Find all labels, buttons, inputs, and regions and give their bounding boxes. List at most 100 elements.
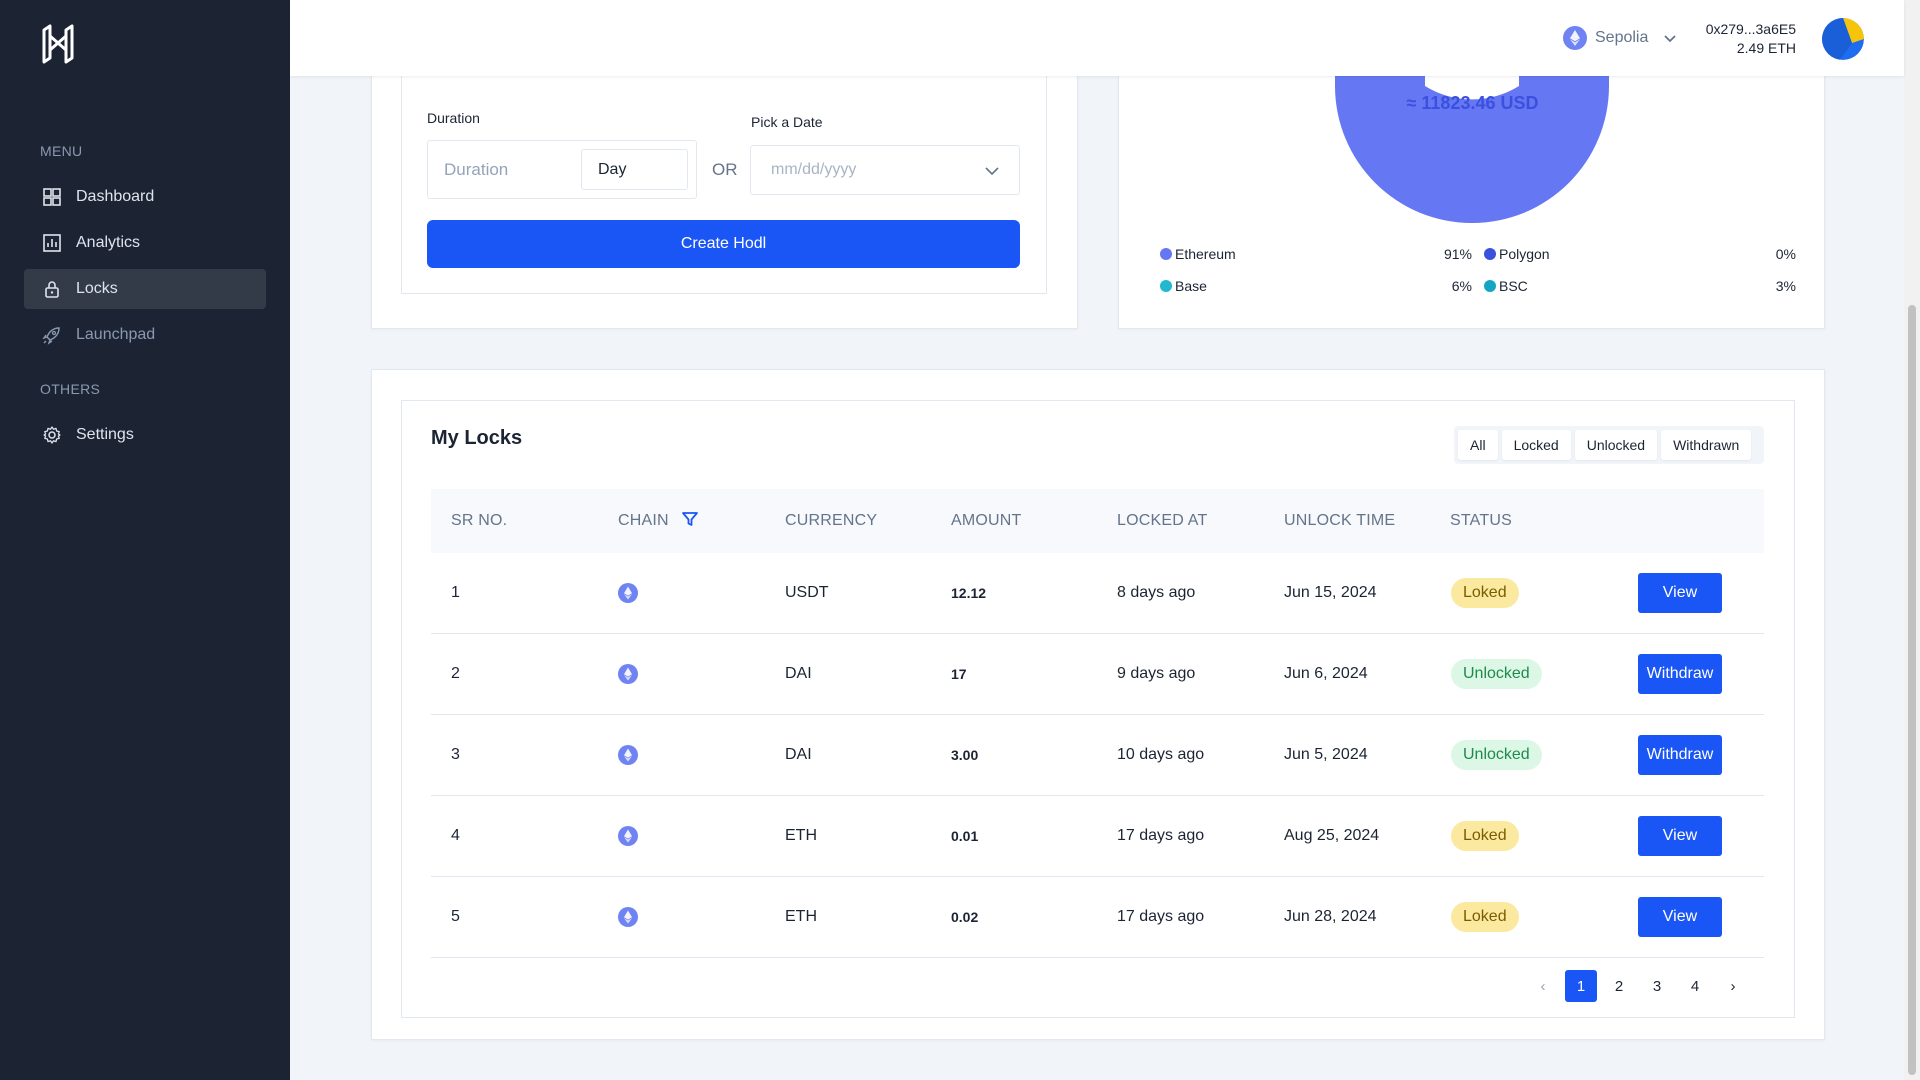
table-row: 2 DAI 17 9 days ago Jun 6, 2024 Unlocked Withd… bbox=[431, 634, 1764, 715]
ethereum-icon bbox=[618, 826, 638, 846]
column-header-unlock-time: UNLOCK TIME bbox=[1284, 512, 1396, 529]
legend-name: Base bbox=[1175, 278, 1207, 294]
filter-funnel-icon[interactable] bbox=[681, 510, 699, 528]
cell-amount: 3.00 bbox=[951, 747, 979, 763]
menu-heading: MENU bbox=[40, 143, 83, 159]
cell-locked-at: 9 days ago bbox=[1117, 665, 1196, 682]
top-header: Sepolia 0x279...3a6E5 2.49 ETH bbox=[290, 0, 1904, 76]
status-badge: Loked bbox=[1451, 821, 1519, 851]
cell-amount: 0.01 bbox=[951, 828, 979, 844]
filter-tab-unlocked[interactable]: Unlocked bbox=[1574, 430, 1658, 460]
legend-dot bbox=[1160, 248, 1172, 260]
legend-item-ethereum: Ethereum bbox=[1160, 246, 1236, 262]
create-hodl-button[interactable]: Create Hodl bbox=[427, 220, 1020, 268]
grid-icon bbox=[42, 187, 62, 207]
legend-dot bbox=[1484, 248, 1496, 260]
rocket-icon bbox=[42, 325, 62, 345]
lock-icon bbox=[42, 279, 62, 299]
sidebar-item-label: Dashboard bbox=[76, 188, 155, 205]
cell-locked-at: 10 days ago bbox=[1117, 746, 1205, 763]
sidebar-item-settings[interactable]: Settings bbox=[24, 415, 266, 455]
withdraw-button[interactable]: Withdraw bbox=[1638, 654, 1722, 694]
legend-name: Polygon bbox=[1499, 246, 1550, 262]
sidebar-item-locks[interactable]: Locks bbox=[24, 269, 266, 309]
cell-currency: ETH bbox=[785, 908, 817, 925]
cell-locked-at: 17 days ago bbox=[1117, 827, 1205, 844]
cell-unlock-time: Jun 6, 2024 bbox=[1284, 665, 1368, 682]
legend-dot bbox=[1160, 280, 1172, 292]
cell-amount: 0.02 bbox=[951, 909, 979, 925]
ethereum-icon bbox=[618, 745, 638, 765]
sidebar-item-launchpad[interactable]: Launchpad bbox=[24, 315, 266, 355]
duration-input[interactable]: Duration bbox=[444, 160, 509, 179]
legend-item-polygon: Polygon bbox=[1484, 246, 1550, 262]
chart-icon bbox=[42, 233, 62, 253]
sidebar-item-label: Locks bbox=[76, 280, 118, 297]
date-picker[interactable]: mm/dd/yyyy bbox=[750, 145, 1020, 195]
date-placeholder: mm/dd/yyyy bbox=[771, 161, 857, 178]
view-button[interactable]: View bbox=[1638, 573, 1722, 613]
duration-field: Duration Day bbox=[427, 140, 697, 199]
pagination-prev-button[interactable]: ‹ bbox=[1540, 977, 1546, 995]
sidebar-item-label: Launchpad bbox=[76, 326, 156, 343]
column-header-currency: CURRENCY bbox=[785, 512, 878, 529]
cell-currency: ETH bbox=[785, 827, 817, 844]
cell-unlock-time: Jun 5, 2024 bbox=[1284, 746, 1368, 763]
sidebar-item-analytics[interactable]: Analytics bbox=[24, 223, 266, 263]
cell-amount: 17 bbox=[951, 666, 967, 682]
network-selector[interactable]: Sepolia bbox=[1563, 26, 1678, 50]
cell-currency: USDT bbox=[785, 584, 829, 601]
table-row: 1 USDT 12.12 8 days ago Jun 15, 2024 Loked Vie… bbox=[431, 553, 1764, 634]
column-header-label: CHAIN bbox=[618, 512, 669, 529]
filter-tab-locked[interactable]: Locked bbox=[1501, 430, 1571, 460]
view-button[interactable]: View bbox=[1638, 816, 1722, 856]
ethereum-icon bbox=[1563, 26, 1587, 50]
cell-unlock-time: Jun 28, 2024 bbox=[1284, 908, 1377, 925]
filter-tab-all[interactable]: All bbox=[1458, 430, 1498, 460]
legend-name: Ethereum bbox=[1175, 246, 1236, 262]
scrollbar-thumb[interactable] bbox=[1908, 305, 1916, 1075]
legend-item-bsc: BSC bbox=[1484, 278, 1528, 294]
legend-item-base: Base bbox=[1160, 278, 1207, 294]
cell-unlock-time: Aug 25, 2024 bbox=[1284, 827, 1380, 844]
pagination-page-4[interactable]: 4 bbox=[1690, 977, 1700, 995]
network-name: Sepolia bbox=[1595, 29, 1649, 46]
pagination-page-3[interactable]: 3 bbox=[1652, 977, 1662, 995]
pagination-page-1[interactable]: 1 bbox=[1565, 970, 1597, 1002]
cell-sr: 2 bbox=[451, 665, 460, 682]
cell-amount: 12.12 bbox=[951, 585, 987, 601]
view-button[interactable]: View bbox=[1638, 897, 1722, 937]
cell-sr: 3 bbox=[451, 746, 460, 763]
filter-tab-withdrawn[interactable]: Withdrawn bbox=[1661, 430, 1752, 460]
chevron-down-icon bbox=[985, 167, 999, 176]
or-separator: OR bbox=[712, 160, 738, 179]
cell-sr: 1 bbox=[451, 584, 460, 601]
withdraw-button[interactable]: Withdraw bbox=[1638, 735, 1722, 775]
legend-pct-bsc: 3% bbox=[1775, 278, 1796, 294]
legend-dot bbox=[1484, 280, 1496, 292]
sidebar-item-dashboard[interactable]: Dashboard bbox=[24, 177, 266, 217]
avatar[interactable] bbox=[1822, 18, 1864, 60]
wallet-address: 0x279...3a6E5 bbox=[1705, 21, 1796, 37]
duration-unit-select[interactable]: Day bbox=[581, 149, 688, 190]
cell-sr: 4 bbox=[451, 827, 460, 844]
column-header-locked-at: LOCKED AT bbox=[1117, 512, 1208, 529]
chevron-down-icon bbox=[1664, 35, 1677, 43]
locks-table-header: SR NO. CHAIN CURRENCY AMOUNT LOCKED AT U… bbox=[431, 489, 1764, 553]
status-filter-tabs: All Locked Unlocked Withdrawn bbox=[1454, 426, 1764, 464]
column-header-status: STATUS bbox=[1450, 512, 1512, 529]
cell-locked-at: 17 days ago bbox=[1117, 908, 1205, 925]
status-badge: Unlocked bbox=[1451, 659, 1542, 689]
pagination-page-2[interactable]: 2 bbox=[1614, 977, 1624, 995]
column-header-sr: SR NO. bbox=[451, 512, 508, 529]
sidebar-item-label: Settings bbox=[76, 426, 134, 443]
cell-sr: 5 bbox=[451, 908, 460, 925]
wallet-info[interactable]: 0x279...3a6E5 2.49 ETH bbox=[1706, 20, 1796, 58]
ethereum-icon bbox=[618, 583, 638, 603]
others-heading: OTHERS bbox=[40, 381, 101, 397]
page-scrollbar[interactable] bbox=[1904, 0, 1920, 1080]
duration-label: Duration bbox=[427, 110, 480, 126]
app-logo-icon[interactable] bbox=[40, 22, 76, 66]
pagination-next-button[interactable]: › bbox=[1730, 977, 1736, 995]
gear-icon bbox=[42, 425, 62, 445]
